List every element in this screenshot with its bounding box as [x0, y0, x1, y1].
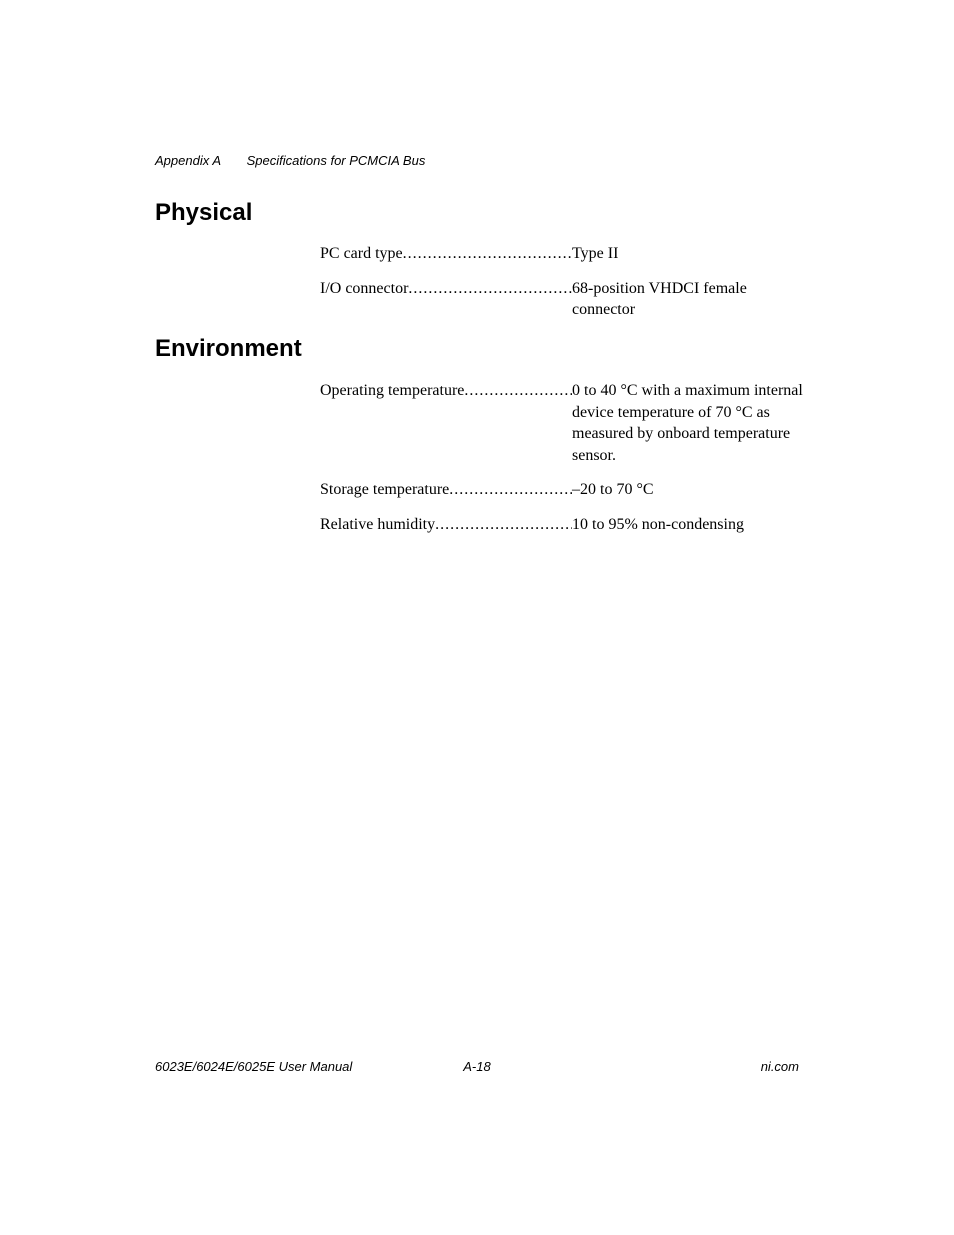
spec-row: PC card type Type II: [320, 243, 810, 265]
spec-leader-dots: [435, 514, 572, 536]
footer-website: ni.com: [761, 1059, 799, 1074]
spec-label: PC card type: [320, 243, 403, 265]
spec-leader-dots: [464, 380, 572, 402]
page-footer: 6023E/6024E/6025E User Manual A-18 ni.co…: [155, 1059, 799, 1074]
spec-label-wrap: Storage temperature: [320, 479, 572, 501]
spec-value: –20 to 70 °C: [572, 479, 810, 501]
spec-leader-dots: [403, 243, 572, 265]
spec-label-wrap: Relative humidity: [320, 514, 572, 536]
header-section-title: Specifications for PCMCIA Bus: [247, 153, 426, 168]
spec-label: Operating temperature: [320, 380, 464, 402]
section-heading-environment: Environment: [155, 335, 302, 363]
spec-label: Storage temperature: [320, 479, 449, 501]
spec-row: Operating temperature 0 to 40 °C with a …: [320, 380, 810, 466]
footer-manual-title: 6023E/6024E/6025E User Manual: [155, 1059, 352, 1074]
footer-page-number: A-18: [463, 1059, 490, 1074]
spec-block-physical: PC card type Type II I/O connector 68-po…: [320, 243, 810, 334]
document-page: Appendix A Specifications for PCMCIA Bus…: [0, 0, 954, 1235]
spec-label: I/O connector: [320, 278, 408, 300]
section-heading-physical: Physical: [155, 199, 252, 227]
spec-row: Storage temperature –20 to 70 °C: [320, 479, 810, 501]
spec-value: 10 to 95% non-condensing: [572, 514, 810, 536]
spec-block-environment: Operating temperature 0 to 40 °C with a …: [320, 380, 810, 549]
spec-label: Relative humidity: [320, 514, 435, 536]
spec-row: Relative humidity 10 to 95% non-condensi…: [320, 514, 810, 536]
spec-label-wrap: I/O connector: [320, 278, 572, 321]
spec-leader-dots: [408, 278, 572, 300]
spec-leader-dots: [449, 479, 572, 501]
spec-row: I/O connector 68-position VHDCI female c…: [320, 278, 810, 321]
page-header: Appendix A Specifications for PCMCIA Bus: [155, 153, 425, 168]
header-appendix-label: Appendix A: [155, 153, 221, 168]
spec-value: 68-position VHDCI female connector: [572, 278, 810, 321]
spec-label-wrap: PC card type: [320, 243, 572, 265]
spec-value: 0 to 40 °C with a maximum internal devic…: [572, 380, 810, 466]
spec-value: Type II: [572, 243, 810, 265]
spec-label-wrap: Operating temperature: [320, 380, 572, 466]
